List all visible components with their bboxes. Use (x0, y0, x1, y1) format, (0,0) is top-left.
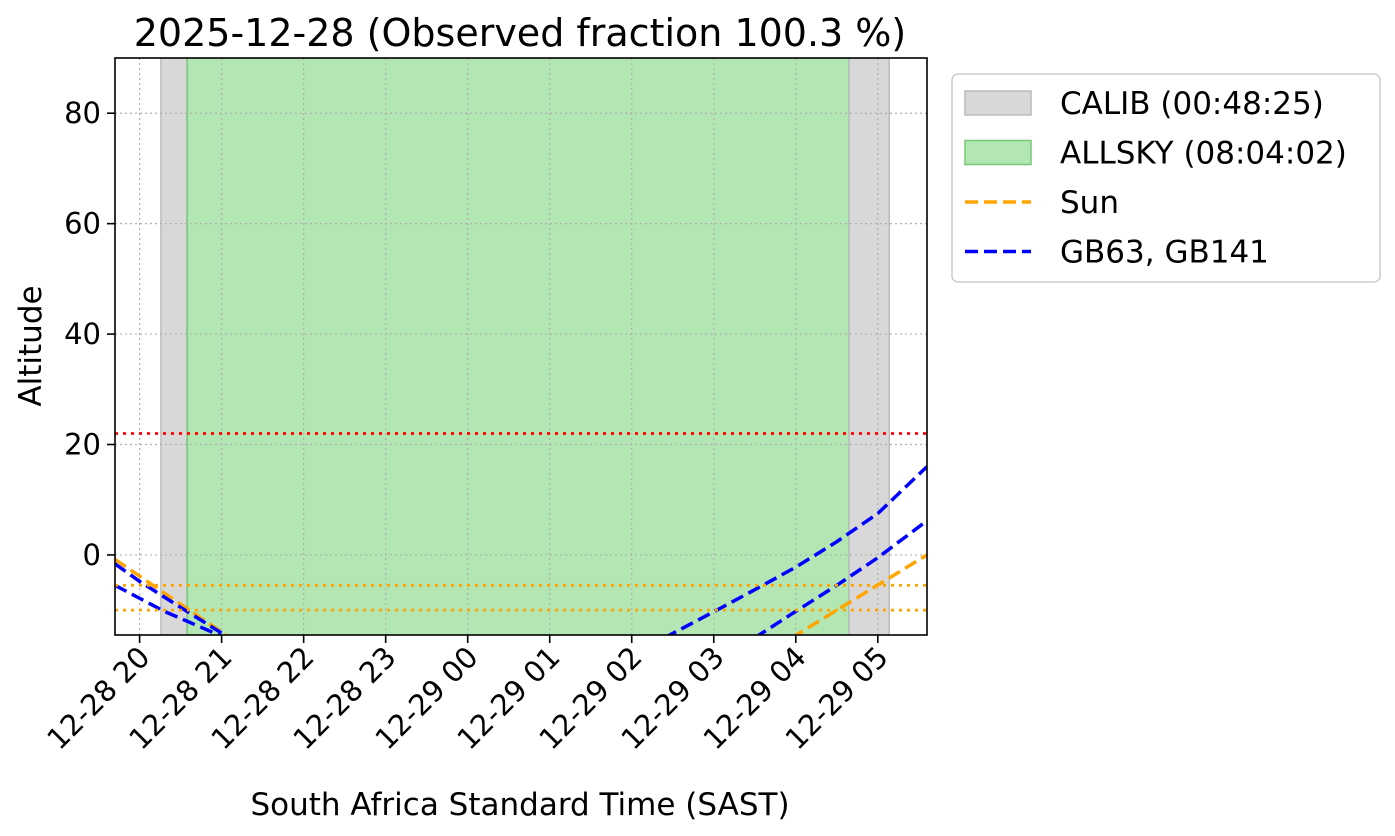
legend-label-3: GB63, GB141 (1060, 235, 1269, 271)
legend-swatch-1 (964, 139, 1032, 166)
legend-label-2: Sun (1060, 185, 1119, 221)
series-line-4 (666, 465, 927, 635)
y-tick-label-1: 20 (64, 428, 101, 462)
legend: CALIB (00:48:25) ALLSKY (08:04:02) Sun GB63… (951, 73, 1381, 283)
legend-label-1: ALLSKY (08:04:02) (1060, 136, 1347, 172)
span-0 (160, 58, 188, 635)
legend-label-0: CALIB (00:48:25) (1060, 86, 1324, 122)
y-tick-label-2: 40 (64, 317, 101, 351)
span-2 (849, 58, 890, 635)
plot-area (115, 58, 927, 635)
axes-frame (114, 57, 928, 636)
y-tick-label-3: 60 (64, 207, 101, 241)
series-line-1 (792, 553, 927, 635)
legend-swatch-0 (964, 90, 1032, 116)
y-tick-label-4: 80 (64, 96, 101, 130)
legend-box (951, 73, 1381, 283)
x-axis-label: South Africa Standard Time (SAST) (250, 787, 789, 823)
y-tick-label-0: 0 (83, 538, 101, 572)
y-axis-label: Altitude (13, 285, 49, 406)
span-1 (187, 58, 850, 635)
series-group (115, 432, 927, 635)
chart-title: 2025-12-28 (Observed fraction 100.3 %) (134, 11, 907, 55)
